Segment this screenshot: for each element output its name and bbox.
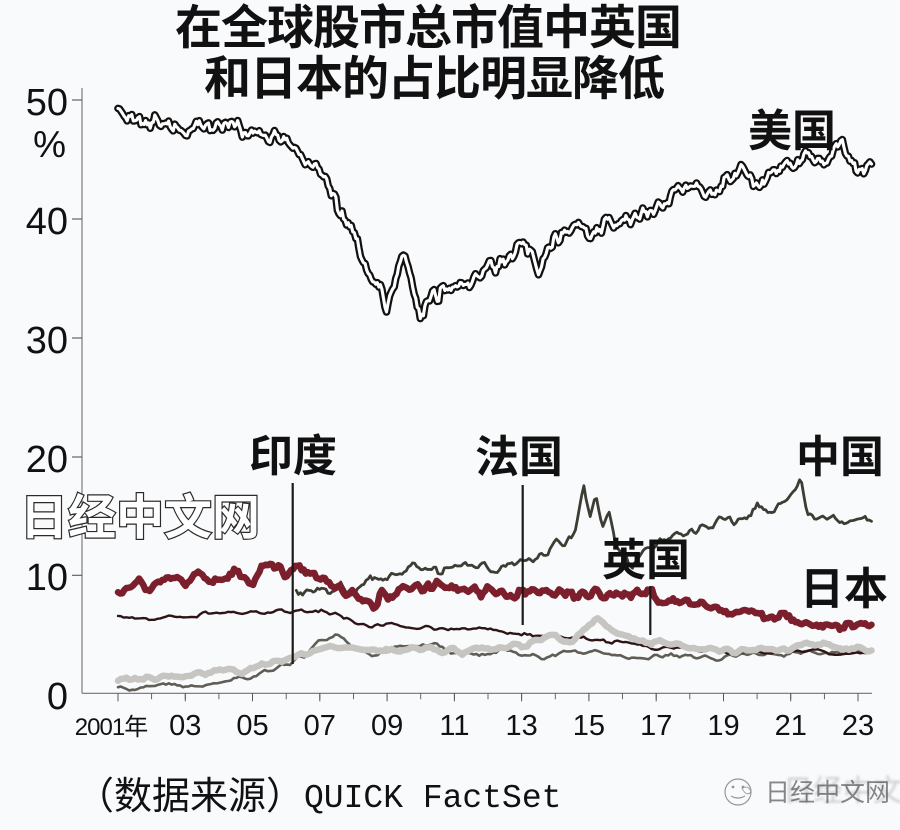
svg-text:05: 05 <box>236 710 268 742</box>
svg-text:30: 30 <box>26 320 68 362</box>
svg-text:印度: 印度 <box>249 420 337 484</box>
svg-text:英国: 英国 <box>602 524 690 588</box>
svg-text:（数据来源）: （数据来源） <box>76 765 304 820</box>
svg-text:美国: 美国 <box>748 95 836 159</box>
svg-text:21: 21 <box>775 710 807 742</box>
svg-text:23: 23 <box>842 710 874 742</box>
svg-text:和日本的占比明显降低: 和日本的占比明显降低 <box>204 40 665 109</box>
svg-text:15: 15 <box>573 710 605 742</box>
svg-text:0: 0 <box>47 676 68 718</box>
svg-text:中国: 中国 <box>796 421 884 485</box>
svg-text:03: 03 <box>169 710 201 742</box>
svg-text:17: 17 <box>640 710 672 742</box>
svg-text:10: 10 <box>26 557 68 599</box>
svg-text:40: 40 <box>26 201 68 243</box>
svg-text:13: 13 <box>505 710 537 742</box>
svg-text:日本: 日本 <box>800 553 888 617</box>
svg-text:%: % <box>33 124 66 165</box>
svg-text:日经中文网: 日经中文网 <box>20 478 260 548</box>
svg-text:11: 11 <box>439 710 469 742</box>
svg-text:20: 20 <box>26 439 68 481</box>
svg-text:法国: 法国 <box>475 421 563 485</box>
svg-text:09: 09 <box>371 710 403 742</box>
svg-text:07: 07 <box>304 710 336 742</box>
svg-text:2001年: 2001年 <box>75 714 147 741</box>
svg-text:QUICK FactSet: QUICK FactSet <box>304 780 561 817</box>
svg-text:日经中文网: 日经中文网 <box>765 773 890 809</box>
svg-text:19: 19 <box>707 710 739 742</box>
svg-text:50: 50 <box>26 82 68 124</box>
